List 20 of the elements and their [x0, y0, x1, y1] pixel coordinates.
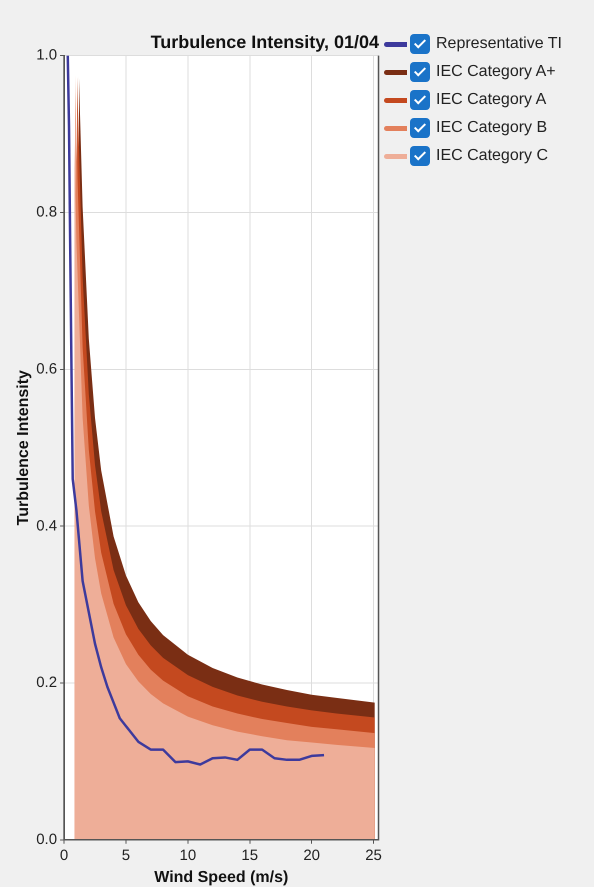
x-tick-label: 25	[365, 846, 382, 864]
y-axis-title: Turbulence Intensity	[15, 370, 32, 526]
x-axis-title: Wind Speed (m/s)	[154, 868, 288, 886]
legend-label: IEC Category A	[436, 91, 546, 109]
legend-label: IEC Category B	[436, 119, 548, 137]
legend-label: IEC Category A+	[436, 63, 556, 81]
y-tick-label: 0.2	[36, 674, 58, 692]
x-tick-label: 15	[241, 846, 258, 864]
y-tick-label: 0.8	[36, 204, 58, 221]
x-tick-label: 20	[303, 846, 320, 864]
y-tick-label: 1.0	[36, 46, 58, 64]
y-tick-label: 0.0	[36, 830, 58, 848]
legend-label: IEC Category C	[436, 147, 548, 165]
legend-label: Representative TI	[436, 35, 562, 53]
x-tick-label: 0	[60, 846, 68, 864]
y-tick-label: 0.6	[36, 360, 58, 378]
x-tick-label: 10	[180, 846, 196, 864]
x-tick-label: 5	[122, 846, 130, 864]
y-tick-label: 0.4	[36, 517, 58, 534]
chart-title: Turbulence Intensity, 01/04	[150, 32, 379, 52]
